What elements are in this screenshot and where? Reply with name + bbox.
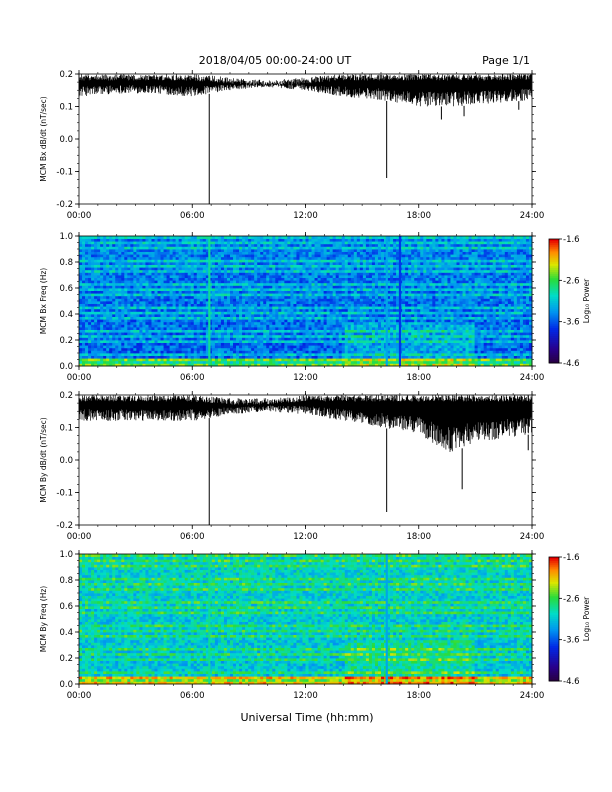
y-tick-label: 0.2 (59, 391, 73, 401)
page-indicator: Page 1/1 (482, 54, 530, 67)
spectrogram (79, 554, 533, 685)
x-tick-label: 24:00 (520, 373, 545, 383)
y-axis: 1.0 0.8 0.6 0.4 0.2 0.0 (59, 232, 536, 372)
x-tick-label: 06:00 (180, 211, 205, 221)
x-tick-label: 06:00 (180, 691, 205, 701)
y-tick-label: 0.4 (59, 310, 73, 320)
timeseries-trace (78, 74, 532, 107)
x-tick-label: 12:00 (293, 211, 318, 221)
y-tick-label: 1.0 (59, 232, 73, 242)
y-tick-label: 0.0 (59, 362, 73, 372)
y-tick-label: 0.2 (59, 336, 73, 346)
colorbar-frame (548, 238, 560, 364)
plot-title: 2018/04/05 00:00-24:00 UT (199, 54, 352, 67)
y-tick-label: -0.1 (56, 168, 73, 178)
x-axis: 00:00 06:00 12:00 18:00 24:00 (67, 550, 545, 701)
x-tick-label: 00:00 (67, 691, 92, 701)
colorbar-label: Log₁₀ Power (582, 596, 591, 641)
x-tick-label: 12:00 (293, 691, 318, 701)
y-axis-label: MCM By Freq (Hz) (39, 586, 48, 652)
y-tick-label: 1.0 (59, 550, 73, 560)
y-axis: 0.2 0.1 0.0 -0.1 -0.2 (56, 70, 536, 210)
event-line (385, 236, 388, 366)
event-line (385, 554, 388, 684)
x-tick-label: 18:00 (407, 373, 432, 383)
y-tick-label: 0.4 (59, 628, 73, 638)
y-axis: 0.2 0.1 0.0 -0.1 -0.2 (56, 391, 536, 531)
x-tick-label: 06:00 (180, 532, 205, 542)
x-tick-label: 00:00 (67, 373, 92, 383)
event-line (208, 236, 211, 366)
y-tick-label: 0.0 (59, 135, 73, 145)
colorbar-tick-label: -2.6 (563, 594, 580, 604)
y-tick-label: 0.6 (59, 602, 73, 612)
x-axis-title: Universal Time (hh:mm) (241, 711, 374, 724)
x-tick-label: 24:00 (520, 211, 545, 221)
panel-3: 0.2 0.1 0.0 -0.1 -0.200:00 06:00 12:00 18:00 24:… (39, 391, 544, 542)
x-tick-label: 24:00 (520, 691, 545, 701)
y-tick-label: -0.2 (56, 521, 73, 531)
colorbar-tick-label: -3.6 (563, 318, 580, 328)
y-axis: 1.0 0.8 0.6 0.4 0.2 0.0 (59, 550, 536, 690)
spectrogram (79, 236, 533, 367)
colorbar-tick-label: -3.6 (563, 636, 580, 646)
colorbar-tick-label: -4.6 (563, 359, 580, 369)
y-tick-label: 0.8 (59, 258, 73, 268)
colorbar: -1.6 -2.6 -3.6 -4.6 Log₁₀ Power (548, 235, 591, 369)
y-tick-label: 0.0 (59, 680, 73, 690)
x-tick-label: 18:00 (407, 691, 432, 701)
y-tick-label: 0.8 (59, 576, 73, 586)
x-axis: 00:00 06:00 12:00 18:00 24:00 (67, 70, 545, 221)
x-tick-label: 00:00 (67, 211, 92, 221)
colorbar-tick-label: -1.6 (563, 553, 580, 563)
x-tick-label: 18:00 (407, 211, 432, 221)
timeseries-trace (78, 395, 532, 452)
event-line (208, 554, 211, 684)
x-tick-label: 12:00 (293, 532, 318, 542)
colorbar-tick-label: -4.6 (563, 677, 580, 687)
x-tick-label: 24:00 (520, 532, 545, 542)
colorbar: -1.6 -2.6 -3.6 -4.6 Log₁₀ Power (548, 553, 591, 687)
y-tick-label: 0.2 (59, 654, 73, 664)
x-tick-label: 18:00 (407, 532, 432, 542)
event-line (398, 236, 402, 366)
y-tick-label: -0.1 (56, 489, 73, 499)
x-tick-label: 12:00 (293, 373, 318, 383)
panel-1: 0.2 0.1 0.0 -0.1 -0.200:00 06:00 12:00 18:00 24:… (39, 70, 544, 221)
y-tick-label: 0.1 (59, 424, 73, 434)
x-axis: 00:00 06:00 12:00 18:00 24:00 (67, 232, 545, 383)
colorbar-tick-label: -1.6 (563, 235, 580, 245)
y-axis-label: MCM By dB/dt (nT/sec) (39, 417, 48, 502)
colorbar-tick-label: -2.6 (563, 276, 580, 286)
x-tick-label: 06:00 (180, 373, 205, 383)
y-axis-label: MCM Bx dB/dt (nT/sec) (39, 96, 48, 181)
y-tick-label: -0.2 (56, 200, 73, 210)
y-axis-label: MCM Bx Freq (Hz) (39, 268, 48, 334)
colorbar-frame (548, 556, 560, 682)
y-tick-label: 0.2 (59, 70, 73, 80)
y-tick-label: 0.6 (59, 284, 73, 294)
x-tick-label: 00:00 (67, 532, 92, 542)
colorbar-label: Log₁₀ Power (582, 278, 591, 323)
y-tick-label: 0.0 (59, 456, 73, 466)
x-axis: 00:00 06:00 12:00 18:00 24:00 (67, 391, 545, 542)
y-tick-label: 0.1 (59, 103, 73, 113)
